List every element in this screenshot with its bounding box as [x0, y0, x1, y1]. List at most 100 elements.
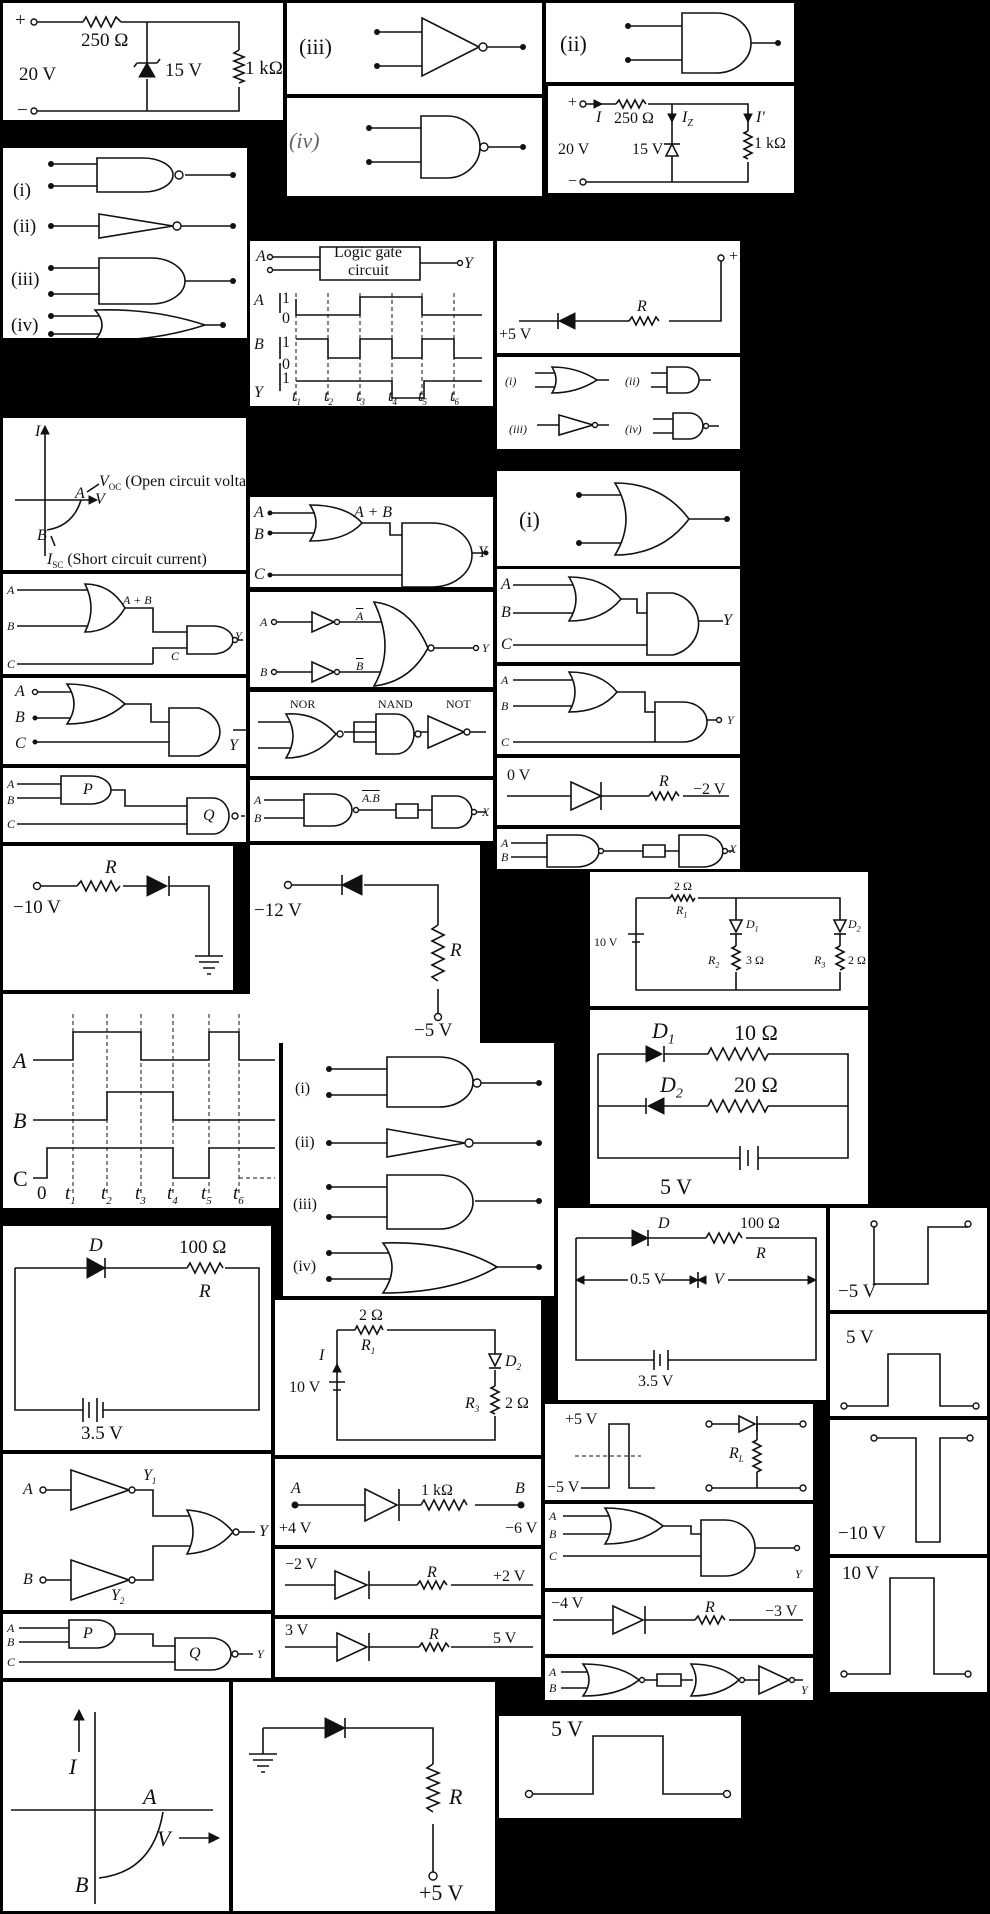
diode-circuit-m12v: −12 V R −5 V: [250, 845, 480, 1043]
output-x: X: [729, 842, 737, 856]
y2-label: Y2: [111, 1587, 125, 1607]
gate-label-ii: (ii): [295, 1134, 315, 1151]
nand-chain-2: A B X: [497, 829, 740, 869]
or-output-label: A + B: [354, 504, 393, 521]
time-t3: t3: [135, 1183, 146, 1207]
input-b: B: [501, 699, 509, 713]
output-x: X: [482, 805, 490, 819]
gate-q: Q: [189, 1645, 201, 1662]
load-current: I′: [756, 109, 765, 126]
small-gates-set: (i) (ii) (iii) (iv): [497, 357, 740, 449]
input-a: A: [254, 504, 264, 521]
pulse-m5v: −5 V: [830, 1208, 987, 1310]
r3-label: R3: [465, 1395, 480, 1415]
pulse-label: 5 V: [551, 1716, 583, 1741]
resistor-voltage: V: [714, 1271, 724, 1288]
output-y-label: Y: [464, 255, 473, 272]
pq-circuit-2: A B C P Q Y: [3, 1614, 271, 1678]
gate-label-iv: (iv): [11, 315, 39, 336]
or-and-circuit-5: A B C Y: [497, 666, 740, 754]
time-t1: t1: [292, 388, 301, 407]
level-0-a: 0: [282, 310, 290, 327]
time-t5: t5: [201, 1183, 212, 1207]
plus10-label: +10 V: [729, 248, 740, 265]
input-a: A: [501, 673, 509, 687]
resistor-label: R: [449, 1784, 463, 1809]
axis-i: I: [69, 1754, 77, 1779]
diode-circuit-3v: 3 V R 5 V: [275, 1619, 541, 1677]
time-t3: t3: [356, 388, 365, 407]
nand-output-label: A.B: [362, 791, 380, 805]
pulse-5v-bottom: 5 V: [499, 1716, 741, 1818]
left-voltage: 3 V: [285, 1622, 309, 1639]
point-a: A: [291, 1480, 301, 1497]
gate-label-iv: (iv): [293, 1258, 317, 1275]
gate-q: Q: [203, 807, 215, 824]
input-a: A: [23, 1481, 33, 1498]
nor-label: NOR: [290, 697, 316, 711]
r2-value: 20 Ω: [734, 1072, 778, 1097]
resistor-value: 100 Ω: [179, 1237, 227, 1258]
right-voltage: +2 V: [493, 1568, 526, 1585]
r2-label: R2: [708, 953, 720, 970]
zener-label: 15 V: [165, 60, 203, 81]
input-b: B: [7, 793, 15, 807]
gate-list-2: (i) (ii) (iii) (iv): [283, 1043, 554, 1296]
rl-label: RL: [729, 1445, 744, 1465]
source-voltage: 20 V: [558, 141, 590, 158]
r3-label: R3: [814, 953, 826, 970]
wave-a-label: A: [13, 1048, 27, 1073]
gate-p: P: [83, 1625, 93, 1642]
nand-chain-1: A B A.B X: [250, 780, 493, 841]
r3-value: 2 Ω: [505, 1395, 529, 1412]
input-a: A: [15, 683, 25, 700]
nor-nand-not-chain: NOR NAND NOT: [250, 692, 493, 776]
level-1-b: 1: [282, 334, 290, 351]
gate-label: (ii): [560, 31, 587, 56]
time-zero: 0: [37, 1183, 47, 1204]
input-a: A: [549, 1665, 557, 1679]
input-c: C: [501, 636, 512, 653]
output-y: Y: [795, 1567, 802, 1581]
output-y: Y: [229, 737, 238, 754]
r1-value: 10 Ω: [734, 1020, 778, 1045]
pulse-m10v: −10 V: [830, 1420, 987, 1554]
not-gate-iii: (iii): [287, 3, 542, 94]
diode-circuit-0v: 0 V R −2 V: [497, 758, 740, 825]
input-a: A: [254, 793, 262, 807]
load-label: 1 kΩ: [754, 135, 786, 152]
time-t6: t6: [450, 388, 459, 407]
left-voltage: −4 V: [551, 1595, 584, 1612]
axis-v: V: [95, 491, 105, 508]
r3-value: 2 Ω: [848, 953, 866, 967]
gate-label-ii: (ii): [625, 374, 640, 388]
input-b: B: [260, 665, 268, 679]
axis-i: I: [35, 423, 41, 440]
diode-circuit-4v: A B 1 kΩ +4 V −6 V: [275, 1459, 541, 1545]
pulse-5v: 5 V: [830, 1314, 987, 1416]
c-label: C: [171, 649, 180, 663]
resistor-label: R: [659, 773, 669, 790]
diode-two-branch: 2 Ω R1 10 V D1 D2 R2 3 Ω R3 2 Ω: [590, 872, 868, 1006]
d2-label: D2: [848, 917, 861, 934]
gate-label-i: (i): [295, 1080, 311, 1097]
diode-circuit-m2v: −2 V R +2 V: [275, 1549, 541, 1615]
point-a: A: [75, 485, 85, 502]
d2-label: D2: [660, 1072, 683, 1102]
source-voltage: 10 V: [289, 1379, 321, 1396]
pulse-label: −10 V: [838, 1523, 886, 1544]
resistor-label: R: [427, 1564, 437, 1581]
input-a: A: [7, 1621, 15, 1635]
input-a: A: [501, 576, 511, 593]
gate-label-i: (i): [13, 180, 31, 201]
right-voltage: 5 V: [493, 1630, 517, 1647]
bottom-voltage: −5 V: [414, 1020, 453, 1041]
input-b: B: [501, 850, 509, 864]
wave-y-label: Y: [254, 384, 263, 401]
resistor-label: R: [756, 1245, 766, 1262]
resistor-label: R: [705, 1599, 715, 1616]
zener-current: IZ: [682, 109, 693, 130]
time-t4: t4: [167, 1183, 178, 1207]
input-c: C: [7, 1655, 16, 1669]
zener-circuit-currents: + − I 250 Ω IZ 20 V 15 V 1 kΩ I′: [548, 86, 794, 193]
